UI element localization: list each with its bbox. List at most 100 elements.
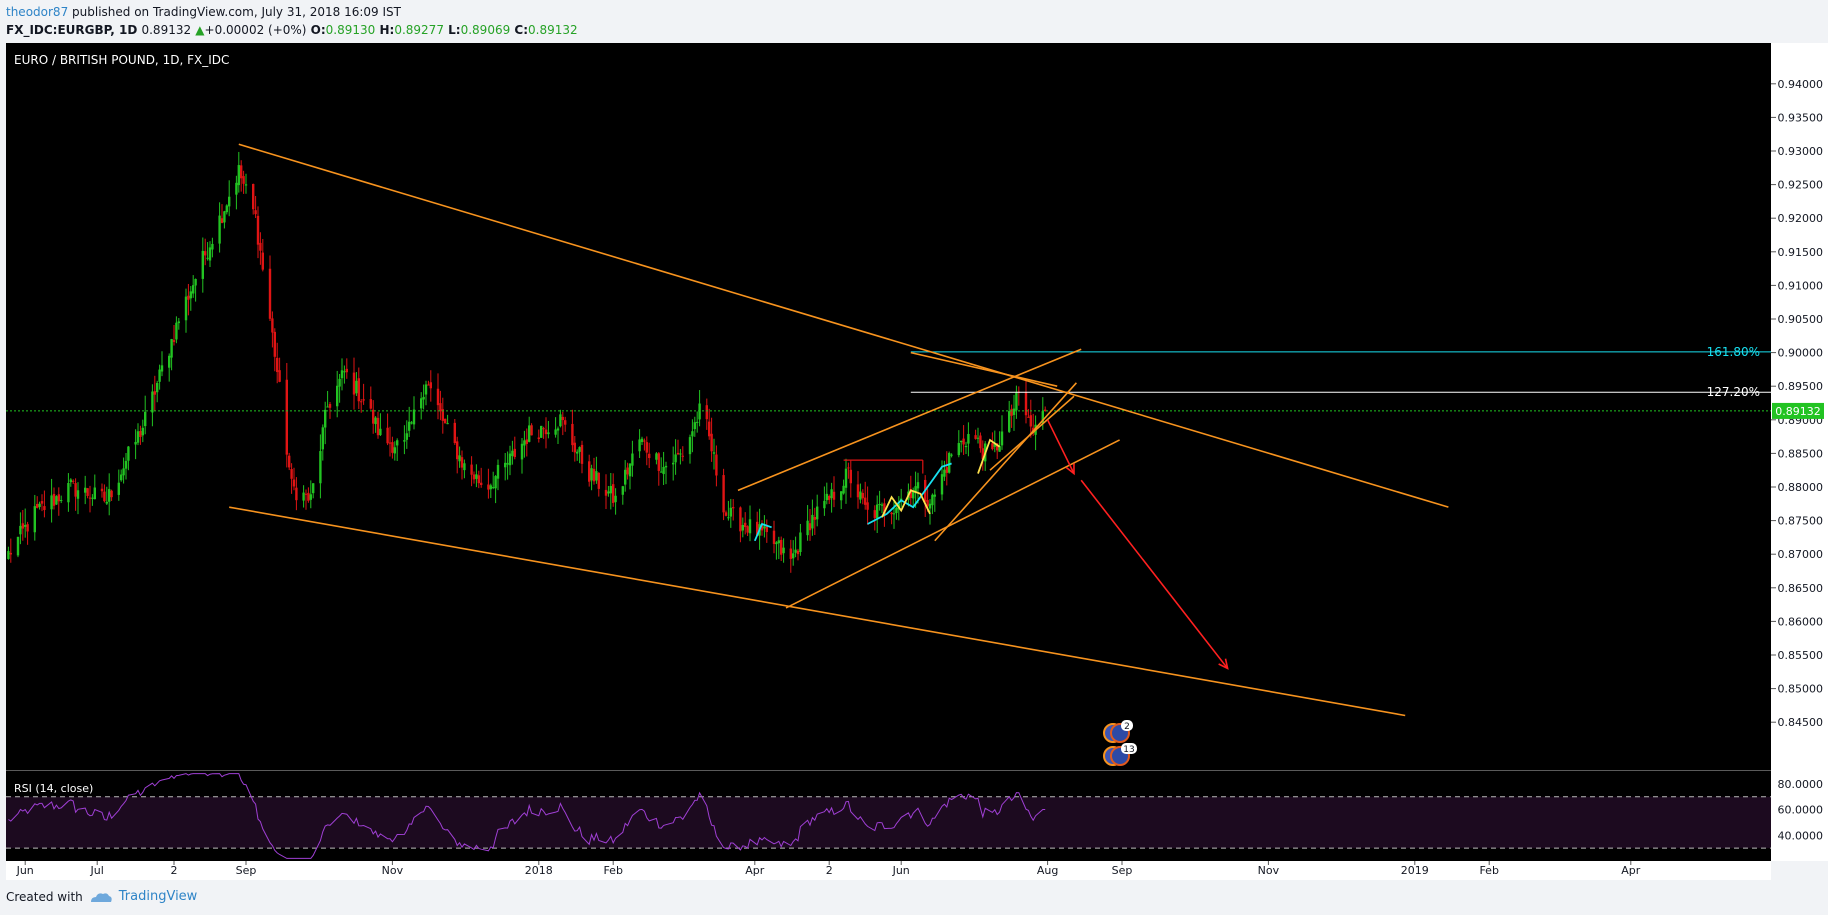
candle-body [76, 490, 80, 499]
candle-body [393, 447, 396, 454]
candle-body [144, 411, 147, 427]
candle-body [309, 494, 312, 500]
candle-body [691, 431, 694, 437]
candle-body [756, 521, 759, 536]
candle-body [206, 257, 209, 259]
candle-body [345, 368, 348, 373]
candle-body [912, 490, 915, 499]
candle-body [343, 371, 346, 373]
footer: Created with TradingView [6, 889, 197, 904]
tradingview-link[interactable]: TradingView [118, 889, 198, 904]
candle-body [436, 388, 440, 406]
candle-body [794, 549, 797, 553]
candle-body [859, 491, 862, 500]
candle-body [808, 523, 812, 531]
candle-body [698, 403, 701, 420]
candle-body [876, 504, 879, 519]
candle-body [813, 516, 816, 520]
candle-body [648, 453, 651, 459]
candle-body [108, 489, 111, 502]
candle-body [475, 474, 478, 479]
candle-body [235, 182, 238, 195]
candle-body [960, 440, 963, 443]
candle-body [847, 467, 850, 469]
x-tick-label: Aug [1037, 864, 1058, 877]
candle-body [645, 442, 648, 453]
pattern-zigzag-yellow [881, 489, 931, 518]
candle-body [621, 486, 624, 495]
candle-body [369, 399, 372, 409]
candle-body [775, 542, 778, 545]
rsi-band-fill [6, 796, 1771, 849]
candle-body [26, 524, 29, 532]
candle-body [556, 428, 560, 431]
candle-body [998, 446, 1001, 452]
candle-body [679, 453, 682, 455]
candle-body [559, 414, 562, 427]
candle-body [60, 500, 63, 502]
fib-level-label: 127.20% [1707, 385, 1760, 399]
x-tick-label: Sep [1112, 864, 1133, 877]
price-chart[interactable]: EURO / BRITISH POUND, 1D, FX_IDC 161.80%… [0, 0, 1828, 880]
price-axis[interactable]: 0.94000 0.93500 0.93000 0.92500 0.92000 0.915… [1771, 78, 1824, 842]
candle-body [463, 463, 466, 471]
candle-body [103, 491, 106, 502]
candle-body [856, 484, 860, 498]
time-axis-panel [6, 861, 1771, 880]
candle-body [324, 409, 327, 428]
x-tick-label: 2 [826, 864, 833, 877]
last-price: 0.89132 [141, 23, 192, 37]
candle-body [312, 483, 315, 494]
candle-body [254, 210, 257, 215]
candle-body [55, 496, 58, 505]
up-triangle-icon: ▲ [195, 23, 205, 37]
candle-body [184, 296, 188, 321]
candle-body [945, 467, 948, 473]
candle-body [187, 295, 190, 300]
high-label: H: [379, 23, 395, 37]
candle-body [612, 484, 615, 503]
candle-body [664, 465, 668, 468]
candle-body [628, 463, 632, 477]
candle-body [676, 452, 680, 455]
y-tick-label: 0.93000 [1778, 145, 1824, 158]
candle-body [228, 196, 231, 207]
candle-body [460, 457, 464, 468]
low-label: L: [448, 23, 461, 37]
candle-body [88, 497, 92, 499]
candle-body [141, 427, 144, 436]
tradingview-cloud-icon [90, 892, 112, 902]
candle-body [261, 252, 264, 270]
candle-body [69, 479, 72, 483]
candle-body [777, 540, 780, 544]
candle-body [338, 378, 341, 387]
candle-body [765, 526, 768, 533]
candle-body [967, 434, 970, 444]
candle-body [962, 438, 965, 445]
candle-body [91, 497, 94, 499]
candle-body [825, 493, 828, 501]
author-link[interactable]: theodor87 [6, 5, 69, 19]
candle-body [340, 370, 344, 379]
candle-body [175, 322, 178, 340]
candle-body [760, 524, 764, 531]
x-tick-label: Feb [603, 864, 622, 877]
candle-body [336, 385, 339, 407]
y-tick-label: 0.85500 [1778, 649, 1824, 662]
candle-body [799, 532, 802, 552]
candle-body [732, 507, 735, 509]
rsi-label: RSI (14, close) [14, 782, 93, 795]
candle-body [52, 493, 56, 506]
candle-body [19, 525, 22, 535]
candle-body [100, 488, 104, 492]
x-tick-label: Nov [1258, 864, 1280, 877]
candle-body [321, 427, 324, 450]
candle-body [1012, 408, 1016, 415]
candle-body [242, 176, 245, 184]
time-axis[interactable]: Jun Jul 2 Sep Nov 2018 Feb Apr 2 Jun Aug Sep Nov 2019… [16, 861, 1641, 877]
candle-body [285, 379, 288, 455]
candle-body [151, 391, 154, 413]
candle-body [168, 355, 171, 368]
candle-body [189, 291, 192, 299]
candle-body [890, 512, 893, 515]
